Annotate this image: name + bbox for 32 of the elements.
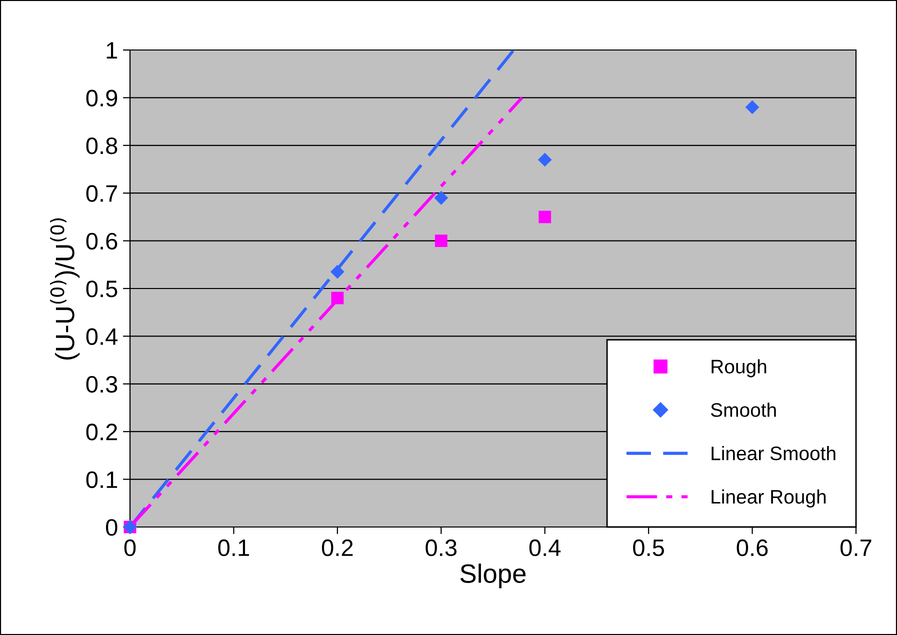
y-tick-label: 1 (106, 42, 118, 59)
y-axis-title: (U-U$^{(0)}$)/U$^{(0)}$ (50, 218, 80, 360)
legend-label: Linear Rough (712, 489, 826, 508)
point (331, 292, 344, 304)
point (745, 100, 760, 114)
point (434, 190, 448, 205)
legend-label: Rough (712, 359, 766, 378)
legend-label: Linear Smooth (712, 446, 836, 460)
y-tick-label: 0.1 (86, 471, 118, 488)
y-tick-label: 0.7 (86, 185, 118, 202)
y-tick-label: 0.2 (86, 424, 118, 440)
x-tick-label: 0.5 (633, 539, 664, 556)
x-tick-label: 0.7 (840, 539, 872, 556)
x-tick-label: 0.3 (426, 539, 457, 556)
x-tick-label: 0.1 (218, 539, 249, 556)
x-tick-label: 0 (124, 539, 136, 556)
legend-label: Smooth (710, 402, 776, 417)
point (434, 234, 448, 248)
point (538, 210, 552, 224)
x-tick-label: 0.4 (529, 539, 561, 556)
y-tick-label: 0.5 (86, 280, 118, 298)
y-tick-label: 0.3 (86, 376, 118, 393)
y-tick-label: 0.4 (86, 328, 118, 345)
y-tick-label: 0 (106, 519, 118, 536)
point (330, 264, 344, 279)
y-tick-label: 0.9 (86, 90, 118, 106)
y-tick-label: 0.6 (86, 232, 118, 250)
x-axis-title: Slope (460, 564, 526, 588)
x-tick-label: 0.2 (322, 539, 353, 556)
point (538, 152, 552, 167)
x-tick-label: 0.6 (736, 539, 768, 556)
y-tick-label: 0.8 (86, 137, 118, 154)
